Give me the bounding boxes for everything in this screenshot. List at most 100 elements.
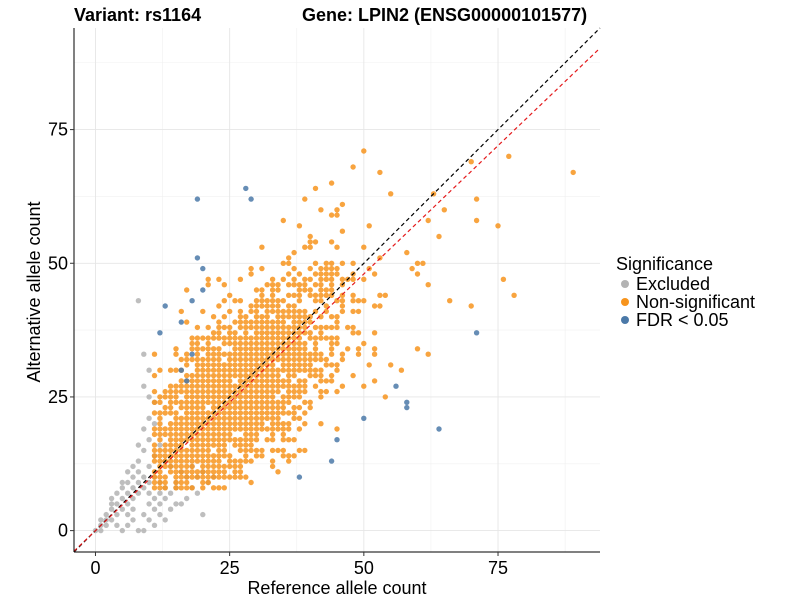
point-excluded <box>125 490 131 496</box>
point-non-significant <box>366 362 372 368</box>
point-non-significant <box>280 404 286 411</box>
point-non-significant <box>253 330 260 336</box>
point-non-significant <box>280 276 286 282</box>
point-non-significant <box>275 404 281 411</box>
point-non-significant <box>173 431 179 438</box>
point-non-significant <box>253 319 260 325</box>
point-non-significant <box>318 292 324 298</box>
x-tick-label: 75 <box>488 558 508 578</box>
point-non-significant <box>296 292 303 298</box>
point-non-significant <box>328 351 335 357</box>
point-non-significant <box>243 458 249 464</box>
point-non-significant <box>275 426 281 432</box>
point-non-significant <box>232 399 238 405</box>
point-non-significant <box>200 426 206 432</box>
point-non-significant <box>189 394 195 400</box>
point-non-significant <box>312 340 319 347</box>
point-non-significant <box>178 479 184 486</box>
point-non-significant <box>237 437 244 443</box>
point-non-significant <box>312 372 319 379</box>
gridlines <box>74 28 600 552</box>
point-excluded <box>141 447 147 454</box>
point-non-significant <box>227 356 233 363</box>
point-non-significant <box>307 335 313 341</box>
point-excluded <box>125 522 131 528</box>
legend: Significance ExcludedNon-significantFDR … <box>616 254 755 330</box>
point-non-significant <box>280 410 286 416</box>
point-non-significant <box>232 335 238 341</box>
point-non-significant <box>237 314 244 320</box>
point-excluded <box>141 426 147 432</box>
point-non-significant <box>323 362 329 368</box>
point-non-significant <box>151 410 158 416</box>
point-non-significant <box>269 426 276 432</box>
point-non-significant <box>259 399 265 405</box>
point-non-significant <box>157 426 163 432</box>
point-non-significant <box>200 479 206 486</box>
point-excluded <box>146 367 152 373</box>
point-non-significant <box>216 356 222 363</box>
point-non-significant <box>162 410 168 416</box>
point-non-significant <box>307 399 313 405</box>
point-excluded <box>141 351 147 357</box>
point-non-significant <box>173 458 179 464</box>
point-non-significant <box>296 271 303 277</box>
point-non-significant <box>350 164 356 170</box>
point-non-significant <box>302 244 308 250</box>
point-non-significant <box>248 415 254 421</box>
point-non-significant <box>318 356 324 363</box>
point-non-significant <box>296 223 303 229</box>
point-excluded <box>108 506 115 512</box>
point-non-significant <box>178 469 184 475</box>
point-non-significant <box>286 324 292 331</box>
point-non-significant <box>291 308 297 315</box>
point-non-significant <box>151 442 158 448</box>
point-non-significant <box>237 362 244 368</box>
point-non-significant <box>205 426 211 432</box>
point-non-significant <box>280 298 286 304</box>
point-non-significant <box>243 351 249 357</box>
point-non-significant <box>237 442 244 448</box>
point-non-significant <box>162 479 168 486</box>
point-non-significant <box>286 394 292 400</box>
point-non-significant <box>184 410 190 416</box>
point-non-significant <box>162 474 168 480</box>
point-non-significant <box>173 388 179 395</box>
point-non-significant <box>221 362 227 368</box>
point-excluded <box>162 495 168 502</box>
point-non-significant <box>205 367 211 373</box>
point-non-significant <box>210 474 217 480</box>
point-non-significant <box>173 442 179 448</box>
point-non-significant <box>323 308 329 315</box>
point-non-significant <box>232 415 238 421</box>
point-non-significant <box>194 447 201 454</box>
point-non-significant <box>173 479 179 486</box>
point-non-significant <box>221 415 227 421</box>
point-non-significant <box>237 319 244 325</box>
point-excluded <box>162 517 168 523</box>
point-non-significant <box>291 265 297 272</box>
point-non-significant <box>323 271 329 277</box>
point-non-significant <box>184 351 190 357</box>
point-non-significant <box>178 421 184 427</box>
point-non-significant <box>302 356 308 363</box>
point-fdr-0-05 <box>393 383 399 389</box>
point-non-significant <box>205 351 211 357</box>
point-non-significant <box>200 346 206 352</box>
point-non-significant <box>328 362 335 368</box>
point-non-significant <box>355 308 362 315</box>
point-non-significant <box>269 415 276 421</box>
point-non-significant <box>243 356 249 363</box>
point-non-significant <box>205 437 211 443</box>
point-non-significant <box>221 351 227 357</box>
point-non-significant <box>194 335 201 341</box>
point-non-significant <box>291 453 297 459</box>
point-excluded <box>125 511 131 518</box>
point-excluded <box>119 495 126 502</box>
point-non-significant <box>194 372 201 379</box>
point-non-significant <box>259 346 265 352</box>
y-tick-label: 0 <box>58 521 68 541</box>
point-non-significant <box>210 351 217 357</box>
point-non-significant <box>334 388 340 395</box>
point-non-significant <box>328 340 335 347</box>
